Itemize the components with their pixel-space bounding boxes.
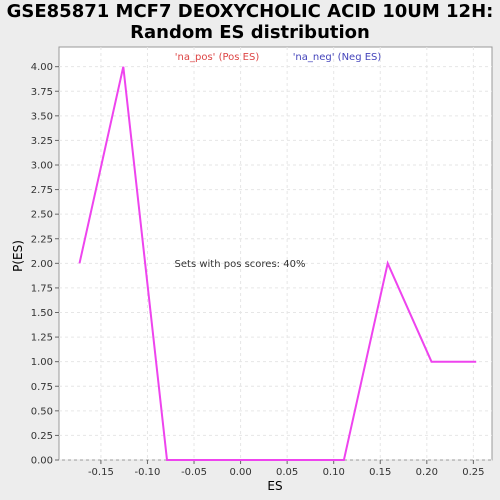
chart-title-line-1: GSE85871 MCF7 DEOXYCHOLIC ACID 10UM 12H: bbox=[6, 1, 494, 22]
y-tick-label: 1.00 bbox=[31, 357, 53, 368]
x-axis-ticks: -0.15 -0.10 -0.05 0.00 0.05 0.10 0.15 0.20 0.25 bbox=[88, 460, 485, 478]
y-tick-label: 0.50 bbox=[31, 406, 53, 417]
y-tick-label: 2.50 bbox=[31, 210, 53, 221]
annotation-pos-scores: Sets with pos scores: 40% bbox=[175, 259, 306, 270]
x-tick-label: -0.15 bbox=[88, 467, 114, 478]
y-axis-label: P(ES) bbox=[11, 240, 25, 272]
x-tick-label: 0.05 bbox=[276, 467, 298, 478]
y-tick-label: 2.25 bbox=[31, 234, 53, 245]
x-tick-label: 0.00 bbox=[229, 467, 251, 478]
x-tick-label: 0.10 bbox=[323, 467, 345, 478]
legend-entry-neg: 'na_neg' (Neg ES) bbox=[293, 52, 382, 63]
y-tick-label: 2.00 bbox=[31, 259, 53, 270]
y-tick-label: 3.75 bbox=[31, 87, 53, 98]
y-tick-label: 3.00 bbox=[31, 161, 53, 172]
x-tick-label: 0.20 bbox=[416, 467, 438, 478]
y-tick-label: 1.25 bbox=[31, 333, 53, 344]
y-tick-label: 3.50 bbox=[31, 111, 53, 122]
x-axis-label: ES bbox=[267, 479, 282, 493]
x-tick-label: -0.10 bbox=[135, 467, 161, 478]
series-line bbox=[78, 66, 477, 461]
y-tick-label: 0.00 bbox=[31, 456, 53, 467]
gridlines bbox=[59, 47, 492, 461]
legend-entry-pos: 'na_pos' (Pos ES) bbox=[175, 52, 260, 63]
x-tick-label: 0.15 bbox=[369, 467, 391, 478]
x-tick-label: -0.05 bbox=[181, 467, 207, 478]
y-tick-label: 0.25 bbox=[31, 431, 53, 442]
y-tick-label: 1.75 bbox=[31, 283, 53, 294]
x-tick-label: 0.25 bbox=[462, 467, 484, 478]
y-axis-ticks: 0.00 0.25 0.50 0.75 1.00 1.25 1.50 1.75 2.00 2.25… bbox=[31, 62, 59, 467]
y-tick-label: 3.25 bbox=[31, 136, 53, 147]
y-tick-label: 2.75 bbox=[31, 185, 53, 196]
y-tick-label: 0.75 bbox=[31, 382, 53, 393]
y-tick-label: 4.00 bbox=[31, 62, 53, 73]
chart-title-line-2: Random ES distribution bbox=[130, 22, 370, 43]
y-tick-label: 1.50 bbox=[31, 308, 53, 319]
series-group bbox=[78, 66, 477, 461]
